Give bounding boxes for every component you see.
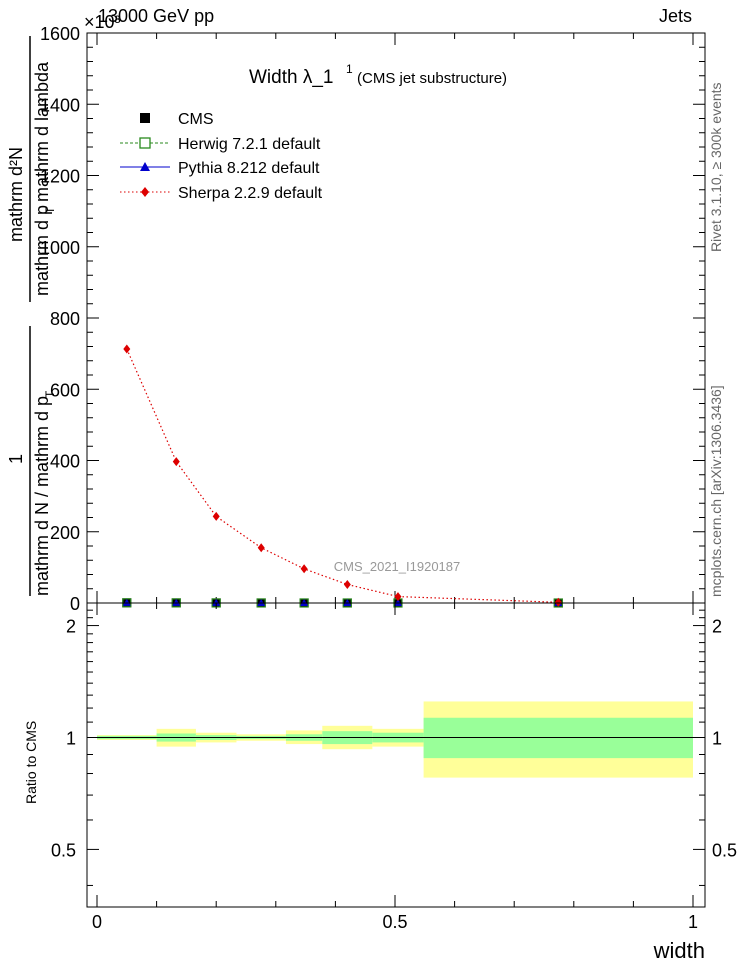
ratio-ytick-label: 0.5	[51, 840, 76, 860]
main-ytick-label: 1600	[40, 24, 80, 44]
analysis-watermark: CMS_2021_I1920187	[334, 559, 461, 574]
sherpa-point	[123, 344, 131, 354]
y-label-sub-2: T	[43, 206, 57, 214]
pythia-point	[172, 598, 181, 606]
pythia-point	[257, 598, 266, 606]
ratio-ytick-label: 1	[66, 728, 76, 748]
main-ytick-label: 400	[50, 452, 80, 472]
main-ytick-label: 200	[50, 523, 80, 543]
energy-label: 13000 GeV pp	[98, 6, 215, 26]
ratio-xtick-label: 0	[92, 912, 102, 932]
ratio-plot: 0.5 0.5 1 1 2 2 0 0.5 1 width Ratio to CMS	[23, 602, 737, 963]
pythia-point	[122, 598, 131, 606]
y-label-mid: mathrm d p	[32, 205, 52, 296]
y-label-top2: mathrm d lambda	[32, 61, 52, 202]
pythia-point	[393, 598, 402, 606]
main-ytick-label: 1200	[40, 167, 80, 187]
ratio-ytick-label-right: 0.5	[712, 840, 737, 860]
legend-herwig-marker	[139, 137, 151, 149]
ratio-ytick-label-right: 2	[712, 617, 722, 637]
legend-cms-marker	[140, 113, 150, 123]
plot-subtitle: (CMS jet substructure)	[357, 70, 507, 87]
main-ytick-label: 1000	[40, 238, 80, 258]
ratio-xtick-label: 1	[688, 912, 698, 932]
category-label: Jets	[658, 6, 692, 26]
main-ytick-label: 600	[50, 380, 80, 400]
legend-sherpa-marker	[141, 187, 149, 197]
y-label-sub: T	[43, 390, 57, 398]
main-ytick-label: 800	[50, 309, 80, 329]
sherpa-point	[212, 511, 220, 521]
ratio-xtick-label: 0.5	[382, 912, 407, 932]
legend-herwig-label: Herwig 7.2.1 default	[178, 136, 321, 153]
x-axis-label: width	[653, 938, 705, 963]
legend-sherpa-label: Sherpa 2.2.9 default	[178, 185, 323, 202]
ratio-ytick-label-right: 1	[712, 728, 722, 748]
sherpa-point	[343, 579, 351, 589]
plot-title-sup: 1	[346, 62, 353, 76]
sherpa-point	[300, 564, 308, 574]
legend-pythia-label: Pythia 8.212 default	[178, 160, 320, 177]
exponent-label: ×10³	[84, 12, 121, 32]
legend-cms-label: CMS	[178, 111, 214, 128]
sherpa-point	[554, 597, 562, 607]
sherpa-point	[394, 592, 402, 602]
pythia-point	[300, 598, 309, 606]
main-ytick-label: 0	[70, 594, 80, 614]
legend-pythia-marker	[140, 162, 150, 171]
y-label-top: mathrm d²N	[6, 147, 26, 242]
y-label-denominator: mathrm d N / mathrm d p	[32, 396, 52, 596]
main-plot: 0 200 400 600 800 1000 1200 1400 1600×10³ Width λ…	[6, 12, 706, 614]
ratio-y-axis-label: Ratio to CMS	[23, 721, 39, 804]
main-ytick-label: 1400	[40, 95, 80, 115]
pythia-point	[343, 598, 352, 606]
sherpa-point	[257, 543, 265, 553]
plot-title: Width λ_1	[249, 67, 333, 88]
y-label-numerator: 1	[6, 454, 26, 464]
pythia-point	[212, 598, 221, 606]
sherpa-point	[172, 457, 180, 467]
ratio-ytick-label: 2	[66, 617, 76, 637]
